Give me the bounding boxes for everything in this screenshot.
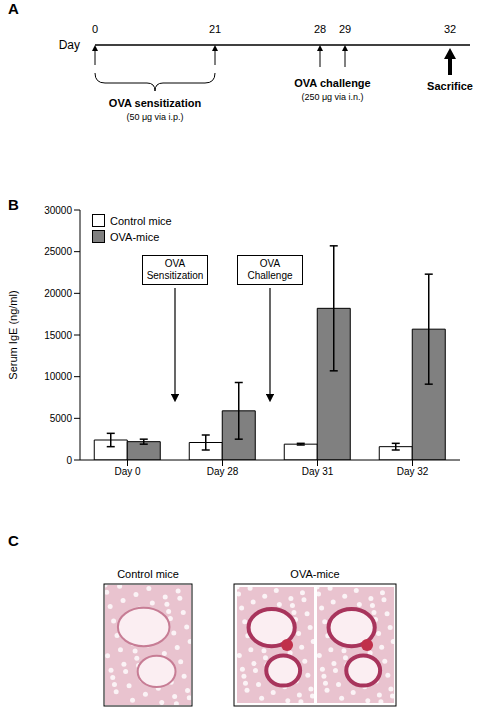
svg-text:5000: 5000 [50, 413, 73, 424]
svg-text:Day 28: Day 28 [207, 466, 239, 477]
svg-text:A: A [8, 0, 19, 17]
html-text:Challenge: Challenge [247, 270, 293, 281]
svg-text:OVA-mice: OVA-mice [290, 568, 339, 580]
svg-text:10000: 10000 [44, 371, 72, 382]
html-text:Sensitization: Sensitization [146, 270, 204, 281]
html-text:OVA-mice: OVA-mice [110, 230, 160, 243]
svg-text:Serum IgE (ng/ml): Serum IgE (ng/ml) [8, 290, 19, 379]
svg-text:Day 32: Day 32 [397, 466, 429, 477]
svg-text:21: 21 [209, 23, 221, 35]
svg-text:30000: 30000 [44, 205, 72, 216]
svg-text:20000: 20000 [44, 288, 72, 299]
svg-text:Day 31: Day 31 [302, 466, 334, 477]
svg-text:Day: Day [59, 38, 80, 52]
html-text:OVA: OVA [259, 258, 281, 269]
svg-text:32: 32 [444, 23, 456, 35]
svg-text:0: 0 [92, 23, 98, 35]
svg-text:Sacrifice: Sacrifice [427, 80, 472, 92]
svg-text:Control mice: Control mice [117, 568, 179, 580]
svg-text:25000: 25000 [44, 246, 72, 257]
svg-text:28: 28 [314, 23, 326, 35]
svg-text:(250 μg via i.n.): (250 μg via i.n.) [301, 92, 363, 102]
svg-text:OVA challenge: OVA challenge [294, 77, 370, 89]
html-text:Control mice: Control mice [110, 214, 172, 227]
html-text:C: C [8, 532, 19, 549]
svg-text:15000: 15000 [44, 330, 72, 341]
svg-text:0: 0 [66, 455, 72, 466]
svg-text:OVA sensitization: OVA sensitization [109, 97, 202, 109]
svg-text:(50 μg via i.p.): (50 μg via i.p.) [126, 112, 183, 122]
svg-text:Day 0: Day 0 [114, 466, 141, 477]
svg-text:29: 29 [339, 23, 351, 35]
html-text:OVA: OVA [164, 258, 186, 269]
html-text:B: B [8, 196, 19, 213]
